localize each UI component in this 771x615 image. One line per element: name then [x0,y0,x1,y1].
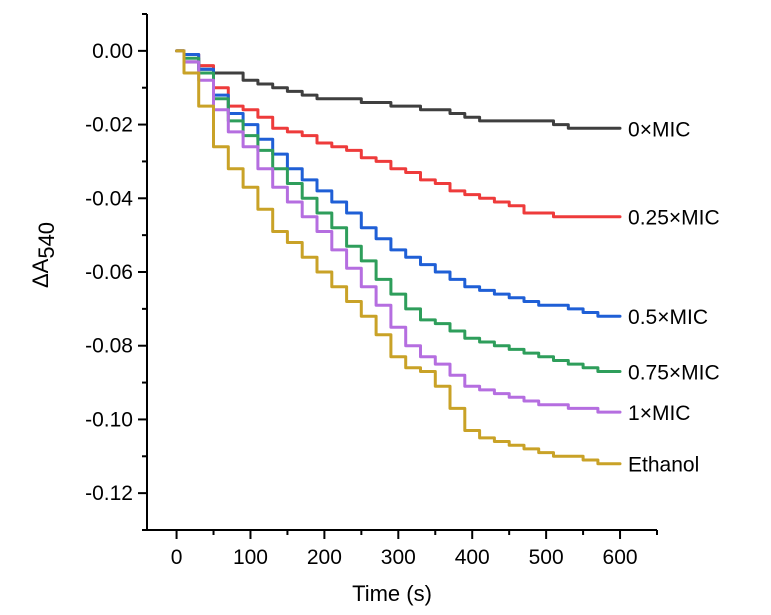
series-line-2 [175,49,622,219]
y-tick-label: -0.06 [85,261,133,284]
y-tick-label: -0.10 [85,408,133,431]
x-axis-title: Time (s) [352,581,432,606]
x-tick-label: 300 [381,546,416,569]
x-tick-label: 500 [529,546,564,569]
series-labels: 0×MIC 0.25×MIC 0.5×MIC 0.75×MIC 1×MIC Ethanol [628,118,720,476]
y-tick-label: -0.02 [85,114,133,137]
y-axis-title: ΔA540 [28,222,59,288]
x-tick-label: 200 [307,546,342,569]
series-label-3: 0.5×MIC [628,306,708,329]
series-line-3 [175,49,622,318]
series-label-5: 1×MIC [628,402,690,425]
axes: 0 100 200 300 400 500 600 0.00 -0.02 -0.04 -0.06 -0… [85,13,658,569]
x-tick-label: 0 [171,546,183,569]
series-line-4 [175,49,622,373]
series-line-1 [175,49,622,130]
y-tick-label: 0.00 [92,40,133,63]
x-tick-label: 100 [233,546,268,569]
series-line-5 [175,49,622,414]
series-label-1: 0×MIC [628,118,690,141]
x-tick-label: 600 [603,546,638,569]
x-tick-label: 400 [455,546,490,569]
y-axis-title-main: ΔA [28,258,53,288]
series-label-6: Ethanol [628,454,699,477]
y-axis-title-subscript: 540 [34,222,59,259]
series-label-4: 0.75×MIC [628,362,720,385]
series-label-2: 0.25×MIC [628,207,720,230]
y-tick-label: -0.12 [85,482,133,505]
y-tick-label: -0.08 [85,335,133,358]
y-tick-label: -0.04 [85,187,133,210]
series-line-6 [175,49,622,466]
series-group [175,49,622,466]
